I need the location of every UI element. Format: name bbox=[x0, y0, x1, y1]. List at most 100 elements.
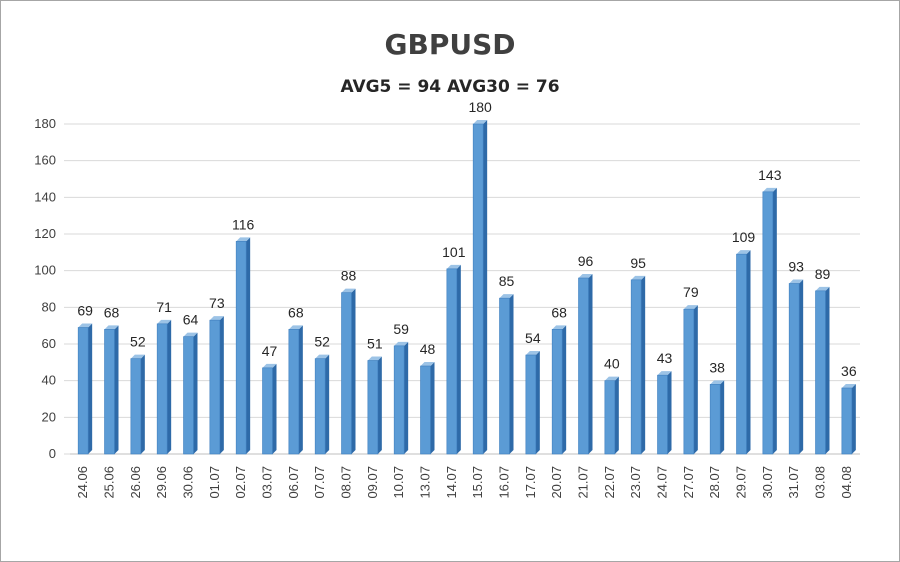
x-tick-label: 07.07 bbox=[312, 466, 327, 499]
x-tick-label: 29.07 bbox=[734, 466, 749, 499]
bar bbox=[156, 323, 168, 455]
x-tick-label: 03.07 bbox=[260, 466, 275, 499]
x-tick-label: 02.07 bbox=[233, 466, 248, 499]
bar bbox=[841, 387, 853, 455]
bar-top bbox=[736, 250, 751, 255]
bar-side bbox=[430, 362, 435, 454]
bar-side bbox=[377, 356, 382, 454]
bar bbox=[762, 191, 774, 455]
data-label: 51 bbox=[367, 336, 383, 352]
y-tick-label: 80 bbox=[42, 299, 56, 314]
x-tick-label: 01.07 bbox=[207, 466, 222, 499]
bar-side bbox=[667, 371, 672, 454]
bar-side bbox=[140, 354, 145, 454]
x-tick-label: 04.08 bbox=[839, 466, 854, 499]
bar-top bbox=[157, 319, 172, 324]
y-tick-label: 40 bbox=[42, 373, 56, 388]
bar-side bbox=[193, 332, 198, 454]
x-tick-label: 13.07 bbox=[418, 466, 433, 499]
bar bbox=[604, 380, 616, 455]
bar bbox=[420, 365, 431, 455]
x-tick-label: 30.07 bbox=[760, 466, 775, 499]
bar-top bbox=[209, 316, 224, 321]
x-tick-label: 24.07 bbox=[655, 466, 670, 499]
data-label: 180 bbox=[468, 99, 492, 115]
x-tick-label: 03.08 bbox=[813, 466, 828, 499]
bar-top bbox=[236, 237, 251, 242]
bar-top bbox=[789, 279, 804, 284]
data-label: 68 bbox=[288, 304, 304, 320]
data-label: 143 bbox=[758, 167, 782, 183]
bar-side bbox=[825, 286, 830, 454]
bar-top bbox=[420, 362, 435, 366]
bar-side bbox=[693, 305, 698, 454]
y-tick-label: 20 bbox=[42, 409, 56, 424]
data-label: 40 bbox=[604, 356, 620, 372]
x-tick-label: 16.07 bbox=[497, 466, 512, 499]
y-tick-label: 60 bbox=[42, 336, 56, 351]
bar-top bbox=[341, 288, 356, 293]
x-tick-label: 29.06 bbox=[154, 466, 169, 499]
bar-top bbox=[841, 384, 856, 388]
bar bbox=[288, 329, 300, 455]
y-tick-label: 0 bbox=[49, 446, 56, 461]
data-label: 93 bbox=[788, 259, 804, 275]
y-tick-label: 120 bbox=[34, 226, 56, 241]
bar-top bbox=[552, 325, 567, 330]
x-tick-label: 17.07 bbox=[523, 466, 538, 499]
data-label: 52 bbox=[130, 334, 146, 350]
bar-side bbox=[483, 120, 488, 454]
bar bbox=[446, 268, 458, 455]
bar-side bbox=[614, 376, 619, 454]
bar-top bbox=[315, 354, 330, 359]
bar bbox=[657, 374, 668, 455]
bar-side bbox=[404, 341, 409, 454]
bar bbox=[683, 308, 695, 455]
data-label: 88 bbox=[341, 268, 357, 284]
bar-side bbox=[351, 288, 356, 454]
bar bbox=[367, 360, 379, 455]
data-label: 109 bbox=[732, 229, 756, 245]
x-tick-label: 15.07 bbox=[470, 466, 485, 499]
bar-top bbox=[657, 371, 672, 376]
bar bbox=[314, 358, 326, 455]
bar bbox=[104, 329, 115, 455]
x-tick-label: 30.06 bbox=[181, 466, 196, 499]
data-label: 73 bbox=[209, 295, 225, 311]
data-label: 59 bbox=[393, 321, 409, 337]
bar-top bbox=[631, 275, 646, 280]
bar-side bbox=[456, 264, 461, 454]
data-label: 101 bbox=[442, 244, 466, 260]
x-tick-label: 10.07 bbox=[391, 466, 406, 499]
bar-top bbox=[394, 341, 409, 346]
bar-top bbox=[130, 354, 145, 359]
data-label: 116 bbox=[232, 216, 255, 232]
bar bbox=[525, 354, 537, 455]
bar-side bbox=[720, 380, 725, 454]
bar bbox=[130, 358, 142, 455]
bar-side bbox=[167, 319, 172, 454]
x-tick-label: 31.07 bbox=[786, 466, 801, 499]
bar-side bbox=[114, 325, 119, 454]
bar-top bbox=[104, 325, 119, 330]
data-label: 36 bbox=[841, 363, 857, 379]
y-tick-label: 160 bbox=[34, 153, 56, 168]
bar-side bbox=[562, 325, 567, 454]
data-label: 79 bbox=[683, 284, 699, 300]
bar-top bbox=[578, 274, 593, 278]
bar bbox=[262, 367, 273, 455]
bar bbox=[578, 277, 589, 455]
y-tick-label: 180 bbox=[34, 116, 56, 131]
x-tick-label: 25.06 bbox=[102, 466, 117, 499]
chart-title: GBPUSD bbox=[384, 28, 516, 61]
bar bbox=[209, 319, 221, 455]
bar-side bbox=[509, 294, 514, 454]
data-label: 68 bbox=[104, 304, 120, 320]
x-tick-label: 28.07 bbox=[707, 466, 722, 499]
x-tick-label: 14.07 bbox=[444, 466, 459, 499]
bar bbox=[341, 292, 352, 455]
x-tick-label: 22.07 bbox=[602, 466, 617, 499]
data-label: 68 bbox=[551, 304, 567, 320]
bar-top bbox=[604, 376, 619, 381]
